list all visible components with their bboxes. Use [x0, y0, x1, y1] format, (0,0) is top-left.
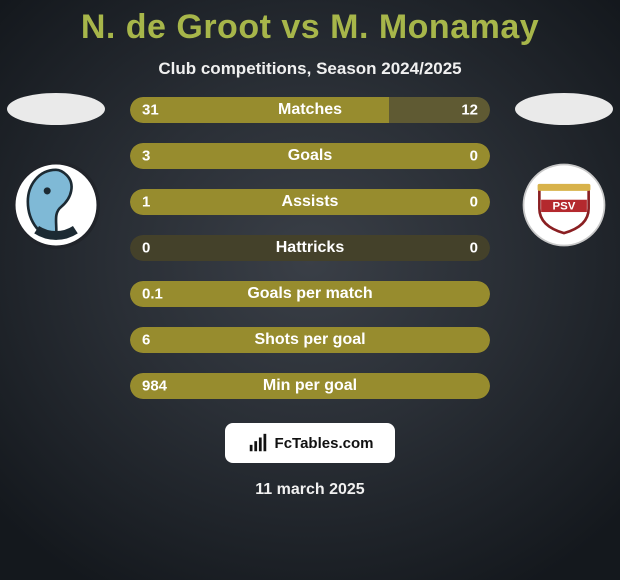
- chart-icon: [247, 432, 269, 454]
- club-badge-right: PSV: [518, 161, 610, 249]
- stat-bars: 3112Matches 30Goals 10Assists 00Hattricks 0.…: [130, 97, 490, 399]
- bar-fill-left: [130, 327, 490, 353]
- bar-fill-right: [389, 97, 490, 123]
- stat-bar: 3112Matches: [130, 97, 490, 123]
- subtitle: Club competitions, Season 2024/2025: [158, 59, 461, 79]
- stat-bar: 6Shots per goal: [130, 327, 490, 353]
- bar-fill-left: [130, 373, 490, 399]
- bar-fill-left: [130, 281, 490, 307]
- stat-bar: 984Min per goal: [130, 373, 490, 399]
- den-bosch-icon: [10, 161, 102, 249]
- stat-bar: 00Hattricks: [130, 235, 490, 261]
- stat-bar: 0.1Goals per match: [130, 281, 490, 307]
- bar-background: [130, 235, 490, 261]
- bar-fill-left: [130, 143, 490, 169]
- page-title: N. de Groot vs M. Monamay: [81, 8, 539, 47]
- club-badge-left: [10, 161, 102, 249]
- date-text: 11 march 2025: [255, 481, 364, 499]
- psv-icon: PSV: [518, 161, 610, 249]
- avatar-placeholder-right: [515, 93, 613, 125]
- bar-fill-left: [130, 189, 490, 215]
- stat-bar: 30Goals: [130, 143, 490, 169]
- player-right-column: PSV: [514, 97, 614, 249]
- brand-text: FcTables.com: [275, 435, 374, 452]
- avatar-placeholder-left: [7, 93, 105, 125]
- bar-fill-left: [130, 97, 389, 123]
- comparison-area: PSV 3112Matches 30Goals 10Assists 00Hattric…: [0, 97, 620, 399]
- stat-bar: 10Assists: [130, 189, 490, 215]
- brand-badge: FcTables.com: [225, 423, 395, 463]
- player-left-column: [6, 97, 106, 249]
- svg-text:PSV: PSV: [553, 200, 576, 212]
